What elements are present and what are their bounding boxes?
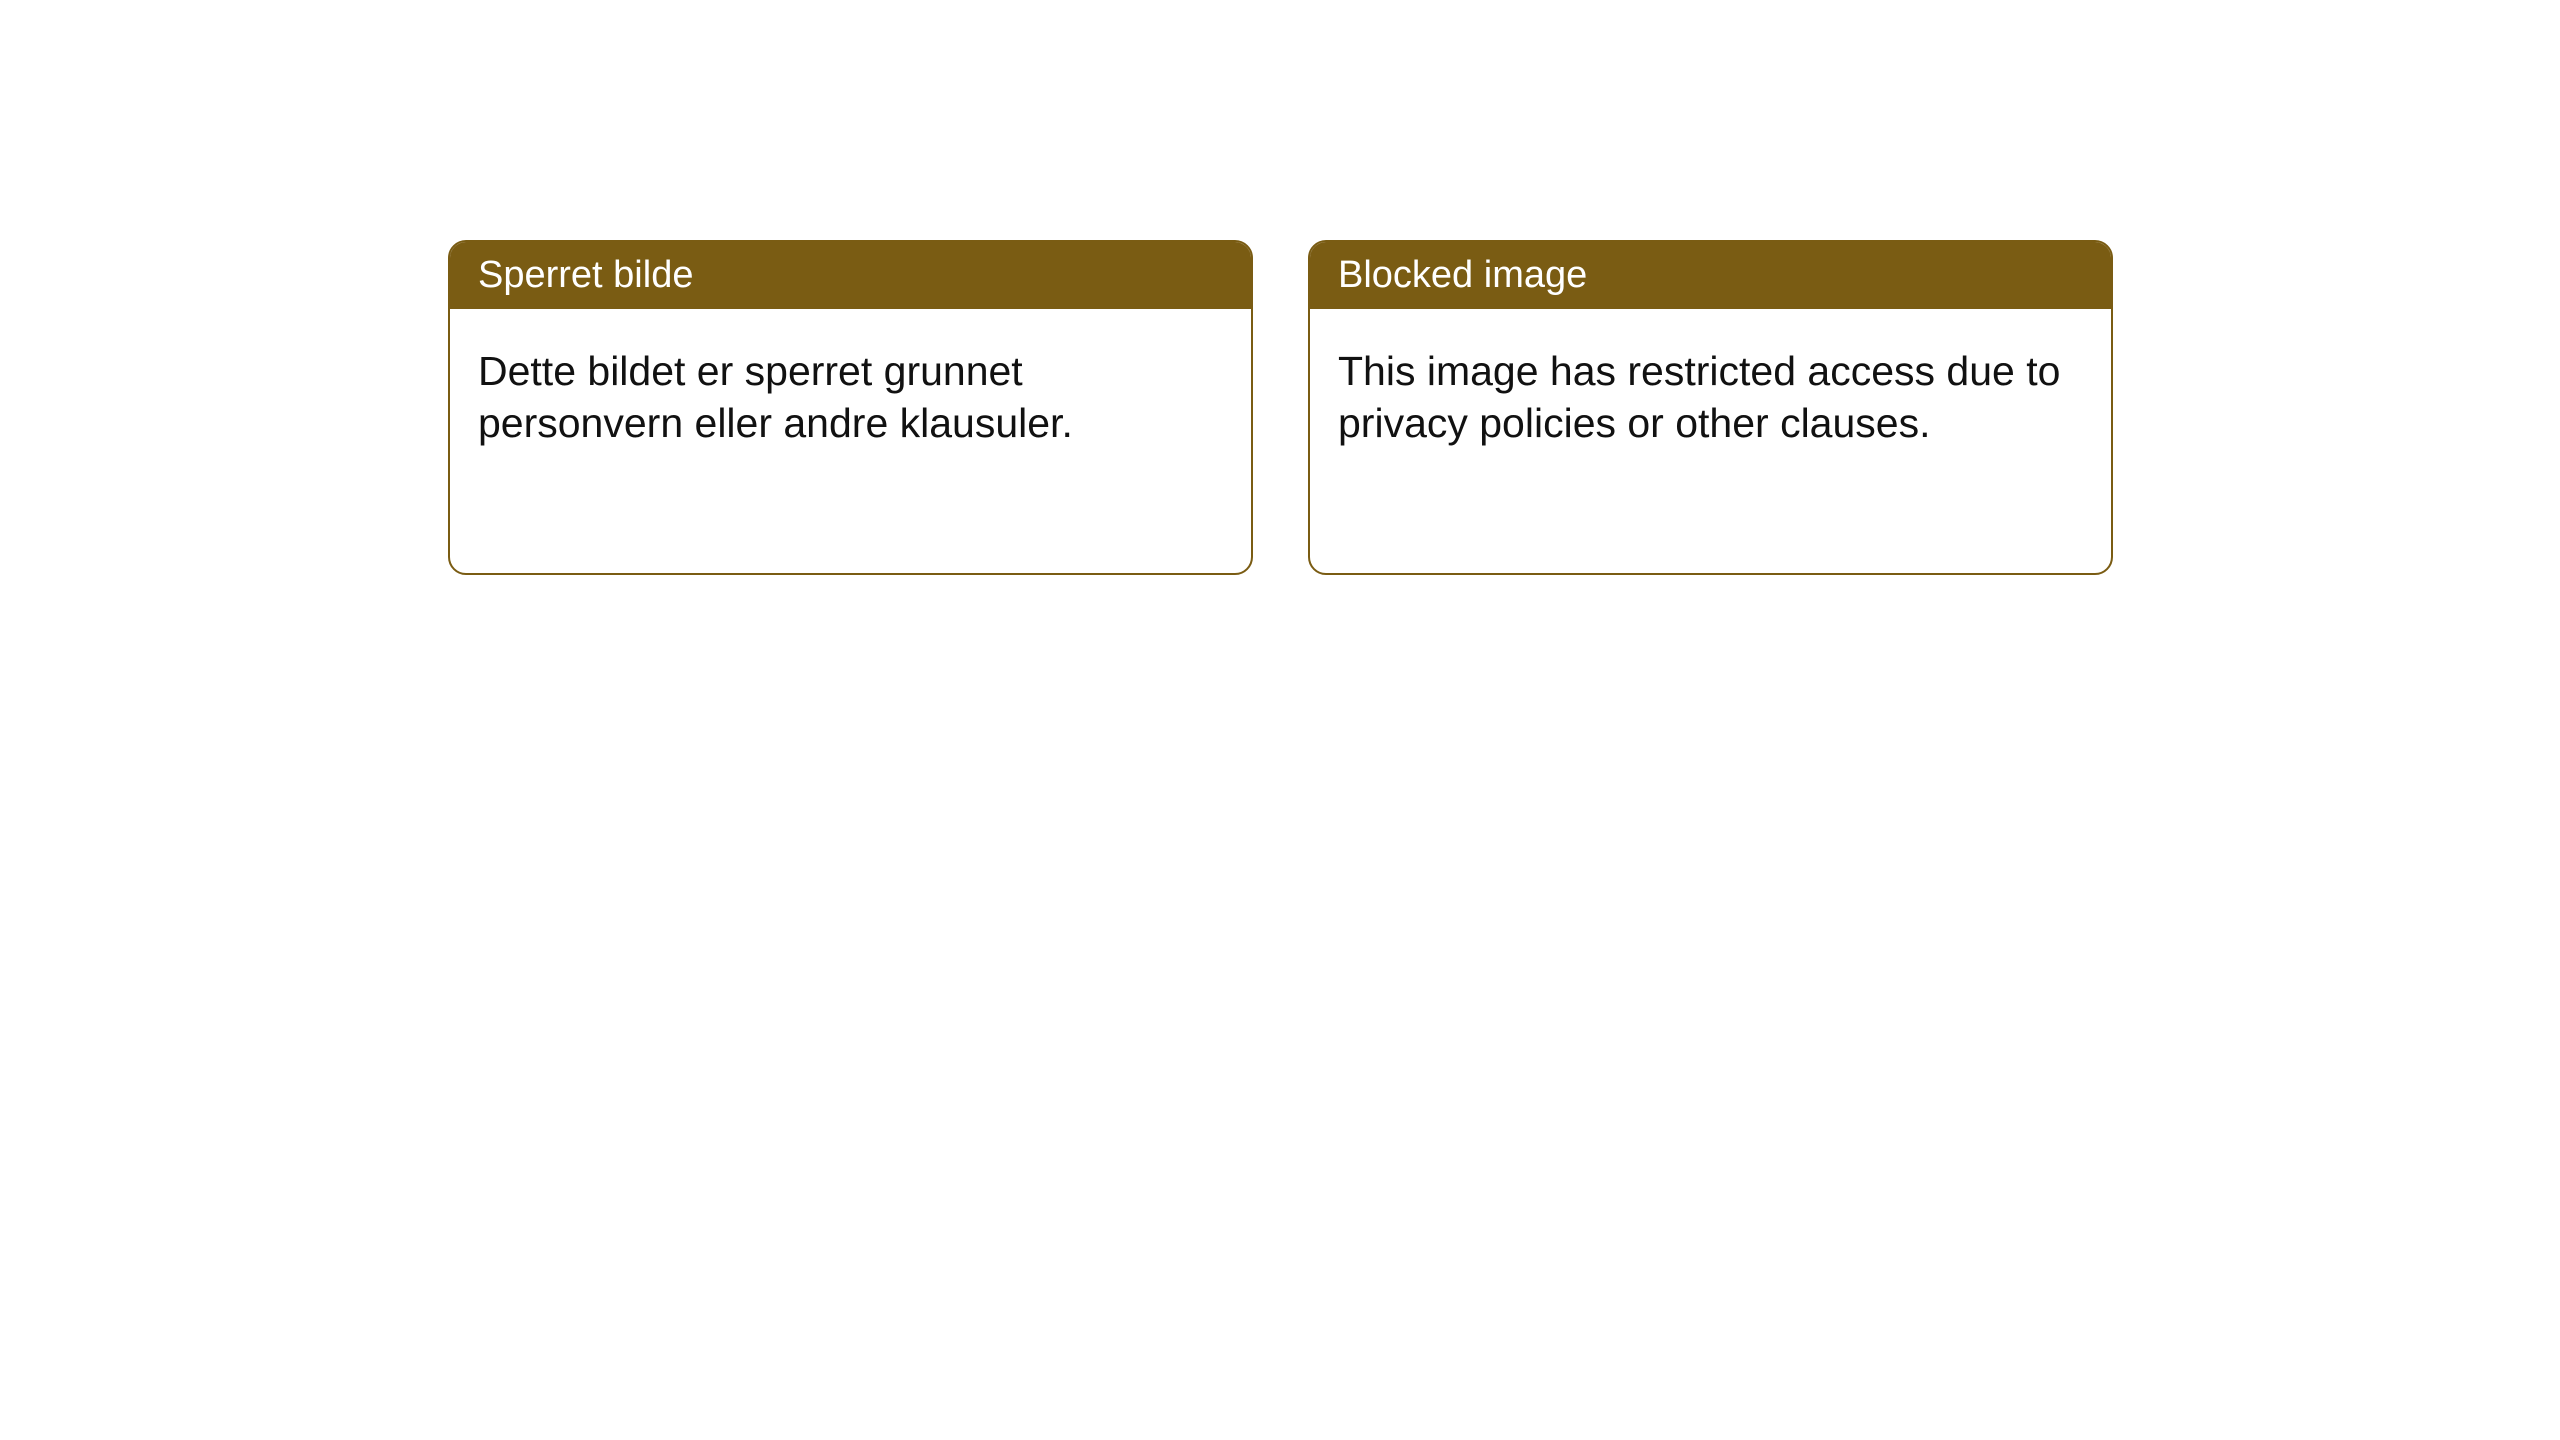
notice-body: Dette bildet er sperret grunnet personve… [450, 309, 1251, 486]
notice-title: Sperret bilde [478, 254, 693, 296]
notice-container: Sperret bilde Dette bildet er sperret gr… [0, 0, 2560, 575]
notice-body: This image has restricted access due to … [1310, 309, 2111, 486]
notice-title: Blocked image [1338, 254, 1587, 296]
notice-text: Dette bildet er sperret grunnet personve… [478, 348, 1073, 446]
notice-card-norwegian: Sperret bilde Dette bildet er sperret gr… [448, 240, 1253, 575]
notice-header: Sperret bilde [450, 242, 1251, 309]
notice-card-english: Blocked image This image has restricted … [1308, 240, 2113, 575]
notice-header: Blocked image [1310, 242, 2111, 309]
notice-text: This image has restricted access due to … [1338, 348, 2060, 446]
